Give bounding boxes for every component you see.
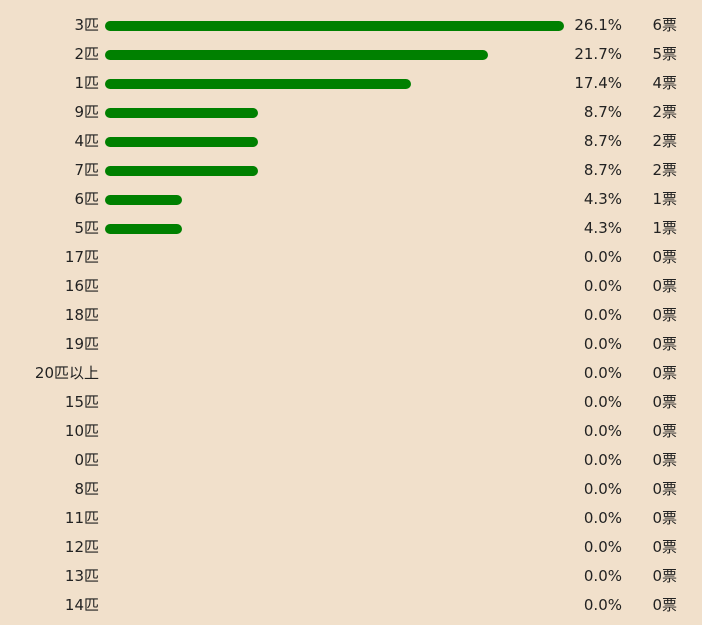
vote-count-label: 0票 bbox=[652, 480, 677, 498]
option-label: 0匹 bbox=[74, 451, 99, 469]
poll-row: 20匹以上 0.0% 0票 bbox=[0, 359, 702, 388]
vote-count-label: 2票 bbox=[652, 132, 677, 150]
option-label: 10匹 bbox=[64, 422, 99, 440]
vote-count-label: 0票 bbox=[652, 596, 677, 614]
percent-label: 0.0% bbox=[583, 480, 622, 498]
percent-label: 8.7% bbox=[583, 103, 622, 121]
percent-label: 4.3% bbox=[583, 190, 622, 208]
vote-count-label: 6票 bbox=[652, 16, 677, 34]
vote-count-label: 0票 bbox=[652, 451, 677, 469]
percent-label: 0.0% bbox=[583, 335, 622, 353]
poll-row: 13匹 0.0% 0票 bbox=[0, 562, 702, 591]
option-label: 1匹 bbox=[74, 74, 99, 92]
option-label: 9匹 bbox=[74, 103, 99, 121]
poll-row: 17匹 0.0% 0票 bbox=[0, 243, 702, 272]
option-label: 19匹 bbox=[64, 335, 99, 353]
vote-count-label: 1票 bbox=[652, 219, 677, 237]
poll-row: 9匹 8.7% 2票 bbox=[0, 98, 702, 127]
vote-bar bbox=[105, 224, 182, 234]
percent-label: 0.0% bbox=[583, 509, 622, 527]
vote-count-label: 0票 bbox=[652, 277, 677, 295]
percent-label: 0.0% bbox=[583, 393, 622, 411]
option-label: 14匹 bbox=[64, 596, 99, 614]
option-label: 15匹 bbox=[64, 393, 99, 411]
percent-label: 0.0% bbox=[583, 277, 622, 295]
percent-label: 0.0% bbox=[583, 306, 622, 324]
vote-count-label: 0票 bbox=[652, 538, 677, 556]
poll-row: 11匹 0.0% 0票 bbox=[0, 504, 702, 533]
poll-row: 16匹 0.0% 0票 bbox=[0, 272, 702, 301]
vote-bar bbox=[105, 21, 564, 31]
option-label: 7匹 bbox=[74, 161, 99, 179]
poll-row: 5匹 4.3% 1票 bbox=[0, 214, 702, 243]
vote-count-label: 0票 bbox=[652, 567, 677, 585]
vote-count-label: 0票 bbox=[652, 509, 677, 527]
poll-row: 19匹 0.0% 0票 bbox=[0, 330, 702, 359]
vote-bar bbox=[105, 79, 411, 89]
poll-row: 3匹 26.1% 6票 bbox=[0, 11, 702, 40]
vote-bar bbox=[105, 108, 258, 118]
poll-row: 4匹 8.7% 2票 bbox=[0, 127, 702, 156]
vote-count-label: 0票 bbox=[652, 364, 677, 382]
option-label: 2匹 bbox=[74, 45, 99, 63]
percent-label: 21.7% bbox=[574, 45, 622, 63]
poll-row: 8匹 0.0% 0票 bbox=[0, 475, 702, 504]
percent-label: 0.0% bbox=[583, 567, 622, 585]
option-label: 5匹 bbox=[74, 219, 99, 237]
vote-count-label: 0票 bbox=[652, 335, 677, 353]
percent-label: 0.0% bbox=[583, 364, 622, 382]
poll-row: 0匹 0.0% 0票 bbox=[0, 446, 702, 475]
poll-row: 18匹 0.0% 0票 bbox=[0, 301, 702, 330]
vote-count-label: 1票 bbox=[652, 190, 677, 208]
poll-row: 1匹 17.4% 4票 bbox=[0, 69, 702, 98]
vote-bar bbox=[105, 195, 182, 205]
vote-count-label: 5票 bbox=[652, 45, 677, 63]
vote-bar bbox=[105, 137, 258, 147]
vote-count-label: 0票 bbox=[652, 422, 677, 440]
vote-bar bbox=[105, 50, 488, 60]
poll-row: 14匹 0.0% 0票 bbox=[0, 591, 702, 620]
option-label: 6匹 bbox=[74, 190, 99, 208]
option-label: 8匹 bbox=[74, 480, 99, 498]
percent-label: 8.7% bbox=[583, 161, 622, 179]
option-label: 20匹以上 bbox=[34, 364, 99, 382]
vote-bar bbox=[105, 166, 258, 176]
option-label: 3匹 bbox=[74, 16, 99, 34]
percent-label: 8.7% bbox=[583, 132, 622, 150]
poll-row: 6匹 4.3% 1票 bbox=[0, 185, 702, 214]
poll-row: 12匹 0.0% 0票 bbox=[0, 533, 702, 562]
poll-row: 2匹 21.7% 5票 bbox=[0, 40, 702, 69]
percent-label: 0.0% bbox=[583, 596, 622, 614]
poll-row: 7匹 8.7% 2票 bbox=[0, 156, 702, 185]
percent-label: 17.4% bbox=[574, 74, 622, 92]
poll-row: 10匹 0.0% 0票 bbox=[0, 417, 702, 446]
percent-label: 0.0% bbox=[583, 451, 622, 469]
vote-count-label: 0票 bbox=[652, 393, 677, 411]
vote-count-label: 0票 bbox=[652, 306, 677, 324]
option-label: 18匹 bbox=[64, 306, 99, 324]
option-label: 13匹 bbox=[64, 567, 99, 585]
option-label: 4匹 bbox=[74, 132, 99, 150]
percent-label: 26.1% bbox=[574, 16, 622, 34]
percent-label: 4.3% bbox=[583, 219, 622, 237]
vote-count-label: 4票 bbox=[652, 74, 677, 92]
option-label: 11匹 bbox=[64, 509, 99, 527]
option-label: 12匹 bbox=[64, 538, 99, 556]
percent-label: 0.0% bbox=[583, 248, 622, 266]
poll-row: 15匹 0.0% 0票 bbox=[0, 388, 702, 417]
vote-count-label: 2票 bbox=[652, 161, 677, 179]
vote-count-label: 2票 bbox=[652, 103, 677, 121]
option-label: 17匹 bbox=[64, 248, 99, 266]
option-label: 16匹 bbox=[64, 277, 99, 295]
percent-label: 0.0% bbox=[583, 422, 622, 440]
vote-count-label: 0票 bbox=[652, 248, 677, 266]
percent-label: 0.0% bbox=[583, 538, 622, 556]
